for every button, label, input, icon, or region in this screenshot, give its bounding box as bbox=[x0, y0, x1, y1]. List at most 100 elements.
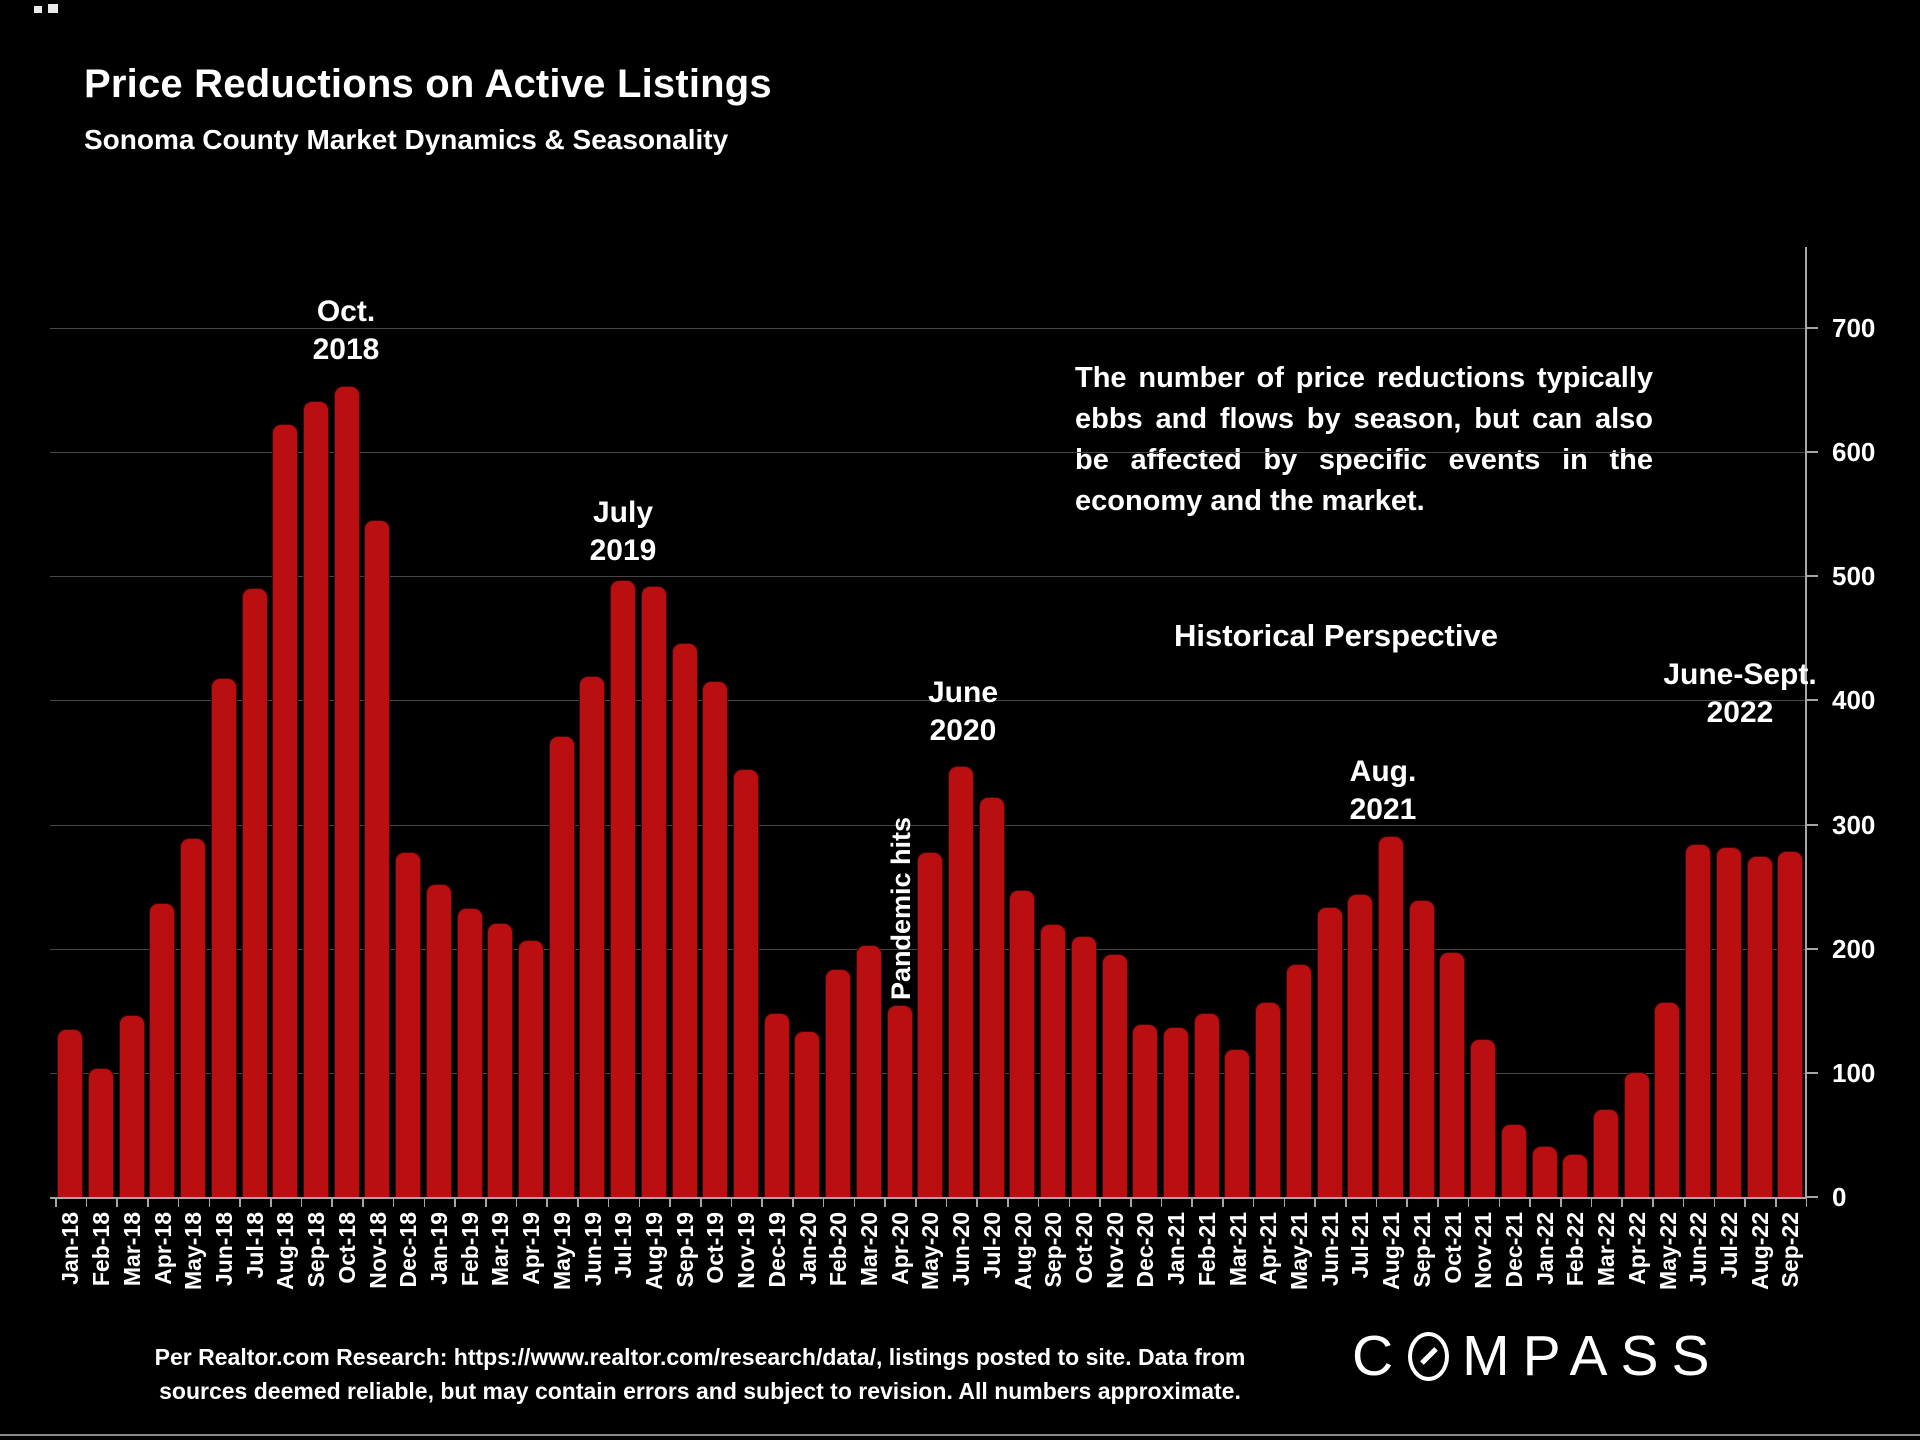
x-axis-label-Jan-21: Jan-21 bbox=[1163, 1212, 1190, 1285]
x-axis-tick bbox=[1713, 1199, 1716, 1207]
annotation-july-2019: July 2019 bbox=[590, 494, 657, 570]
x-axis-tick bbox=[392, 1199, 395, 1207]
x-axis-label-Mar-19: Mar-19 bbox=[487, 1212, 514, 1287]
bar-Dec-19 bbox=[763, 1013, 790, 1197]
x-axis-tick bbox=[700, 1199, 702, 1207]
x-axis-label-Nov-19: Nov-19 bbox=[733, 1212, 760, 1289]
y-axis-tick bbox=[1805, 947, 1818, 950]
x-axis-label-Jul-20: Jul-20 bbox=[978, 1212, 1005, 1279]
x-axis-line bbox=[50, 1197, 1807, 1199]
y-axis-label: 700 bbox=[1832, 313, 1876, 343]
bar-Oct-20 bbox=[1070, 936, 1097, 1197]
x-axis-tick bbox=[1406, 1199, 1408, 1207]
x-axis-tick bbox=[1068, 1199, 1071, 1207]
bar-Aug-21 bbox=[1378, 835, 1405, 1197]
bar-May-19 bbox=[548, 736, 575, 1197]
x-axis-label-Jan-19: Jan-19 bbox=[425, 1212, 452, 1285]
x-axis-tick bbox=[1498, 1199, 1501, 1207]
x-axis-tick bbox=[485, 1199, 487, 1207]
x-axis-label-May-19: May-19 bbox=[548, 1212, 575, 1290]
bar-May-20 bbox=[917, 851, 944, 1197]
source-footer-line2: sources deemed reliable, but may contain… bbox=[159, 1378, 1241, 1404]
bar-Oct-18 bbox=[333, 386, 360, 1197]
x-axis-label-Dec-19: Dec-19 bbox=[763, 1212, 790, 1288]
y-axis-label: 200 bbox=[1832, 933, 1876, 964]
x-axis-label-Oct-18: Oct-18 bbox=[333, 1212, 360, 1284]
gridline-700 bbox=[50, 328, 1816, 329]
bar-Feb-22 bbox=[1562, 1153, 1589, 1197]
annotation-june-2020: June 2020 bbox=[928, 674, 998, 750]
x-axis-tick bbox=[577, 1199, 579, 1207]
x-axis-tick bbox=[1099, 1199, 1101, 1207]
x-axis-tick bbox=[147, 1199, 149, 1207]
x-axis-label-Mar-22: Mar-22 bbox=[1593, 1212, 1620, 1287]
bar-Jul-22 bbox=[1715, 846, 1742, 1197]
annotation-line: June bbox=[927, 676, 999, 709]
x-axis-tick bbox=[1652, 1199, 1654, 1207]
x-axis-tick bbox=[208, 1199, 211, 1207]
bar-Jul-21 bbox=[1347, 894, 1374, 1197]
x-axis-label-Sep-19: Sep-19 bbox=[671, 1212, 698, 1288]
x-axis-tick bbox=[1314, 1199, 1316, 1207]
x-axis-label-Feb-22: Feb-22 bbox=[1562, 1212, 1589, 1287]
annotation-line: 2021 bbox=[1349, 793, 1417, 826]
x-axis-tick bbox=[423, 1199, 426, 1207]
x-axis-tick bbox=[1529, 1199, 1531, 1207]
x-axis-label-Jul-19: Jul-19 bbox=[610, 1212, 637, 1279]
x-axis-label-Nov-20: Nov-20 bbox=[1101, 1212, 1128, 1289]
x-axis-tick bbox=[669, 1199, 671, 1207]
x-axis-tick bbox=[607, 1199, 610, 1207]
annotation-aug-2021: Aug. 2021 bbox=[1350, 753, 1417, 829]
annotation-june-sept-2022: June-Sept. 2022 bbox=[1663, 656, 1816, 732]
x-axis-tick bbox=[546, 1199, 548, 1207]
x-axis-label-Jul-22: Jul-22 bbox=[1715, 1212, 1742, 1279]
x-axis-tick bbox=[730, 1199, 733, 1207]
x-axis-label-May-22: May-22 bbox=[1654, 1212, 1681, 1290]
bar-Mar-22 bbox=[1593, 1108, 1620, 1197]
bar-Nov-21 bbox=[1470, 1039, 1497, 1197]
x-axis-label-Feb-21: Feb-21 bbox=[1193, 1212, 1220, 1287]
bar-Nov-18 bbox=[364, 520, 391, 1197]
bar-Apr-22 bbox=[1623, 1071, 1650, 1197]
x-axis-tick bbox=[270, 1199, 272, 1207]
x-axis-tick bbox=[792, 1199, 794, 1207]
bar-May-21 bbox=[1285, 963, 1312, 1197]
x-axis-label-Jul-18: Jul-18 bbox=[241, 1212, 268, 1279]
y-axis-label: 100 bbox=[1832, 1057, 1876, 1088]
x-axis-tick bbox=[761, 1199, 763, 1207]
bar-Jul-19 bbox=[610, 580, 637, 1197]
x-axis-label-Dec-20: Dec-20 bbox=[1132, 1212, 1159, 1288]
bar-Oct-19 bbox=[702, 680, 729, 1197]
x-axis-tick bbox=[1437, 1199, 1439, 1207]
x-axis-label-Jun-19: Jun-19 bbox=[579, 1212, 606, 1287]
x-axis-tick bbox=[1375, 1199, 1378, 1207]
bar-Jan-19 bbox=[425, 884, 452, 1197]
bar-Oct-21 bbox=[1439, 952, 1466, 1197]
annotation-line: Aug. bbox=[1349, 755, 1417, 788]
bar-Apr-21 bbox=[1255, 1002, 1282, 1197]
x-axis-label-May-18: May-18 bbox=[180, 1212, 207, 1290]
gridline-600 bbox=[50, 452, 1816, 454]
x-axis-label-Oct-20: Oct-20 bbox=[1070, 1212, 1097, 1284]
bar-May-18 bbox=[180, 838, 207, 1197]
x-axis-label-Sep-18: Sep-18 bbox=[303, 1212, 330, 1288]
annotation-line: June-Sept. bbox=[1663, 658, 1817, 691]
x-axis-tick bbox=[822, 1199, 825, 1207]
bar-May-22 bbox=[1654, 1002, 1681, 1197]
bar-Dec-18 bbox=[395, 851, 422, 1197]
bar-Feb-21 bbox=[1193, 1013, 1220, 1197]
bar-Sep-18 bbox=[303, 401, 330, 1197]
bar-Mar-20 bbox=[855, 945, 882, 1197]
bar-Jul-20 bbox=[978, 797, 1005, 1197]
x-axis-tick bbox=[1682, 1199, 1685, 1207]
corner-artifact bbox=[34, 6, 42, 13]
x-axis-tick bbox=[1775, 1199, 1777, 1207]
x-axis-label-Apr-22: Apr-22 bbox=[1623, 1212, 1650, 1285]
bar-Jan-22 bbox=[1531, 1146, 1558, 1197]
bar-Aug-20 bbox=[1009, 890, 1036, 1197]
x-axis-label-Dec-21: Dec-21 bbox=[1500, 1212, 1527, 1288]
compass-logo-letter-c: C bbox=[1352, 1324, 1407, 1388]
compass-logo: C MPASS bbox=[1352, 1324, 1723, 1388]
x-axis-tick bbox=[853, 1199, 856, 1207]
